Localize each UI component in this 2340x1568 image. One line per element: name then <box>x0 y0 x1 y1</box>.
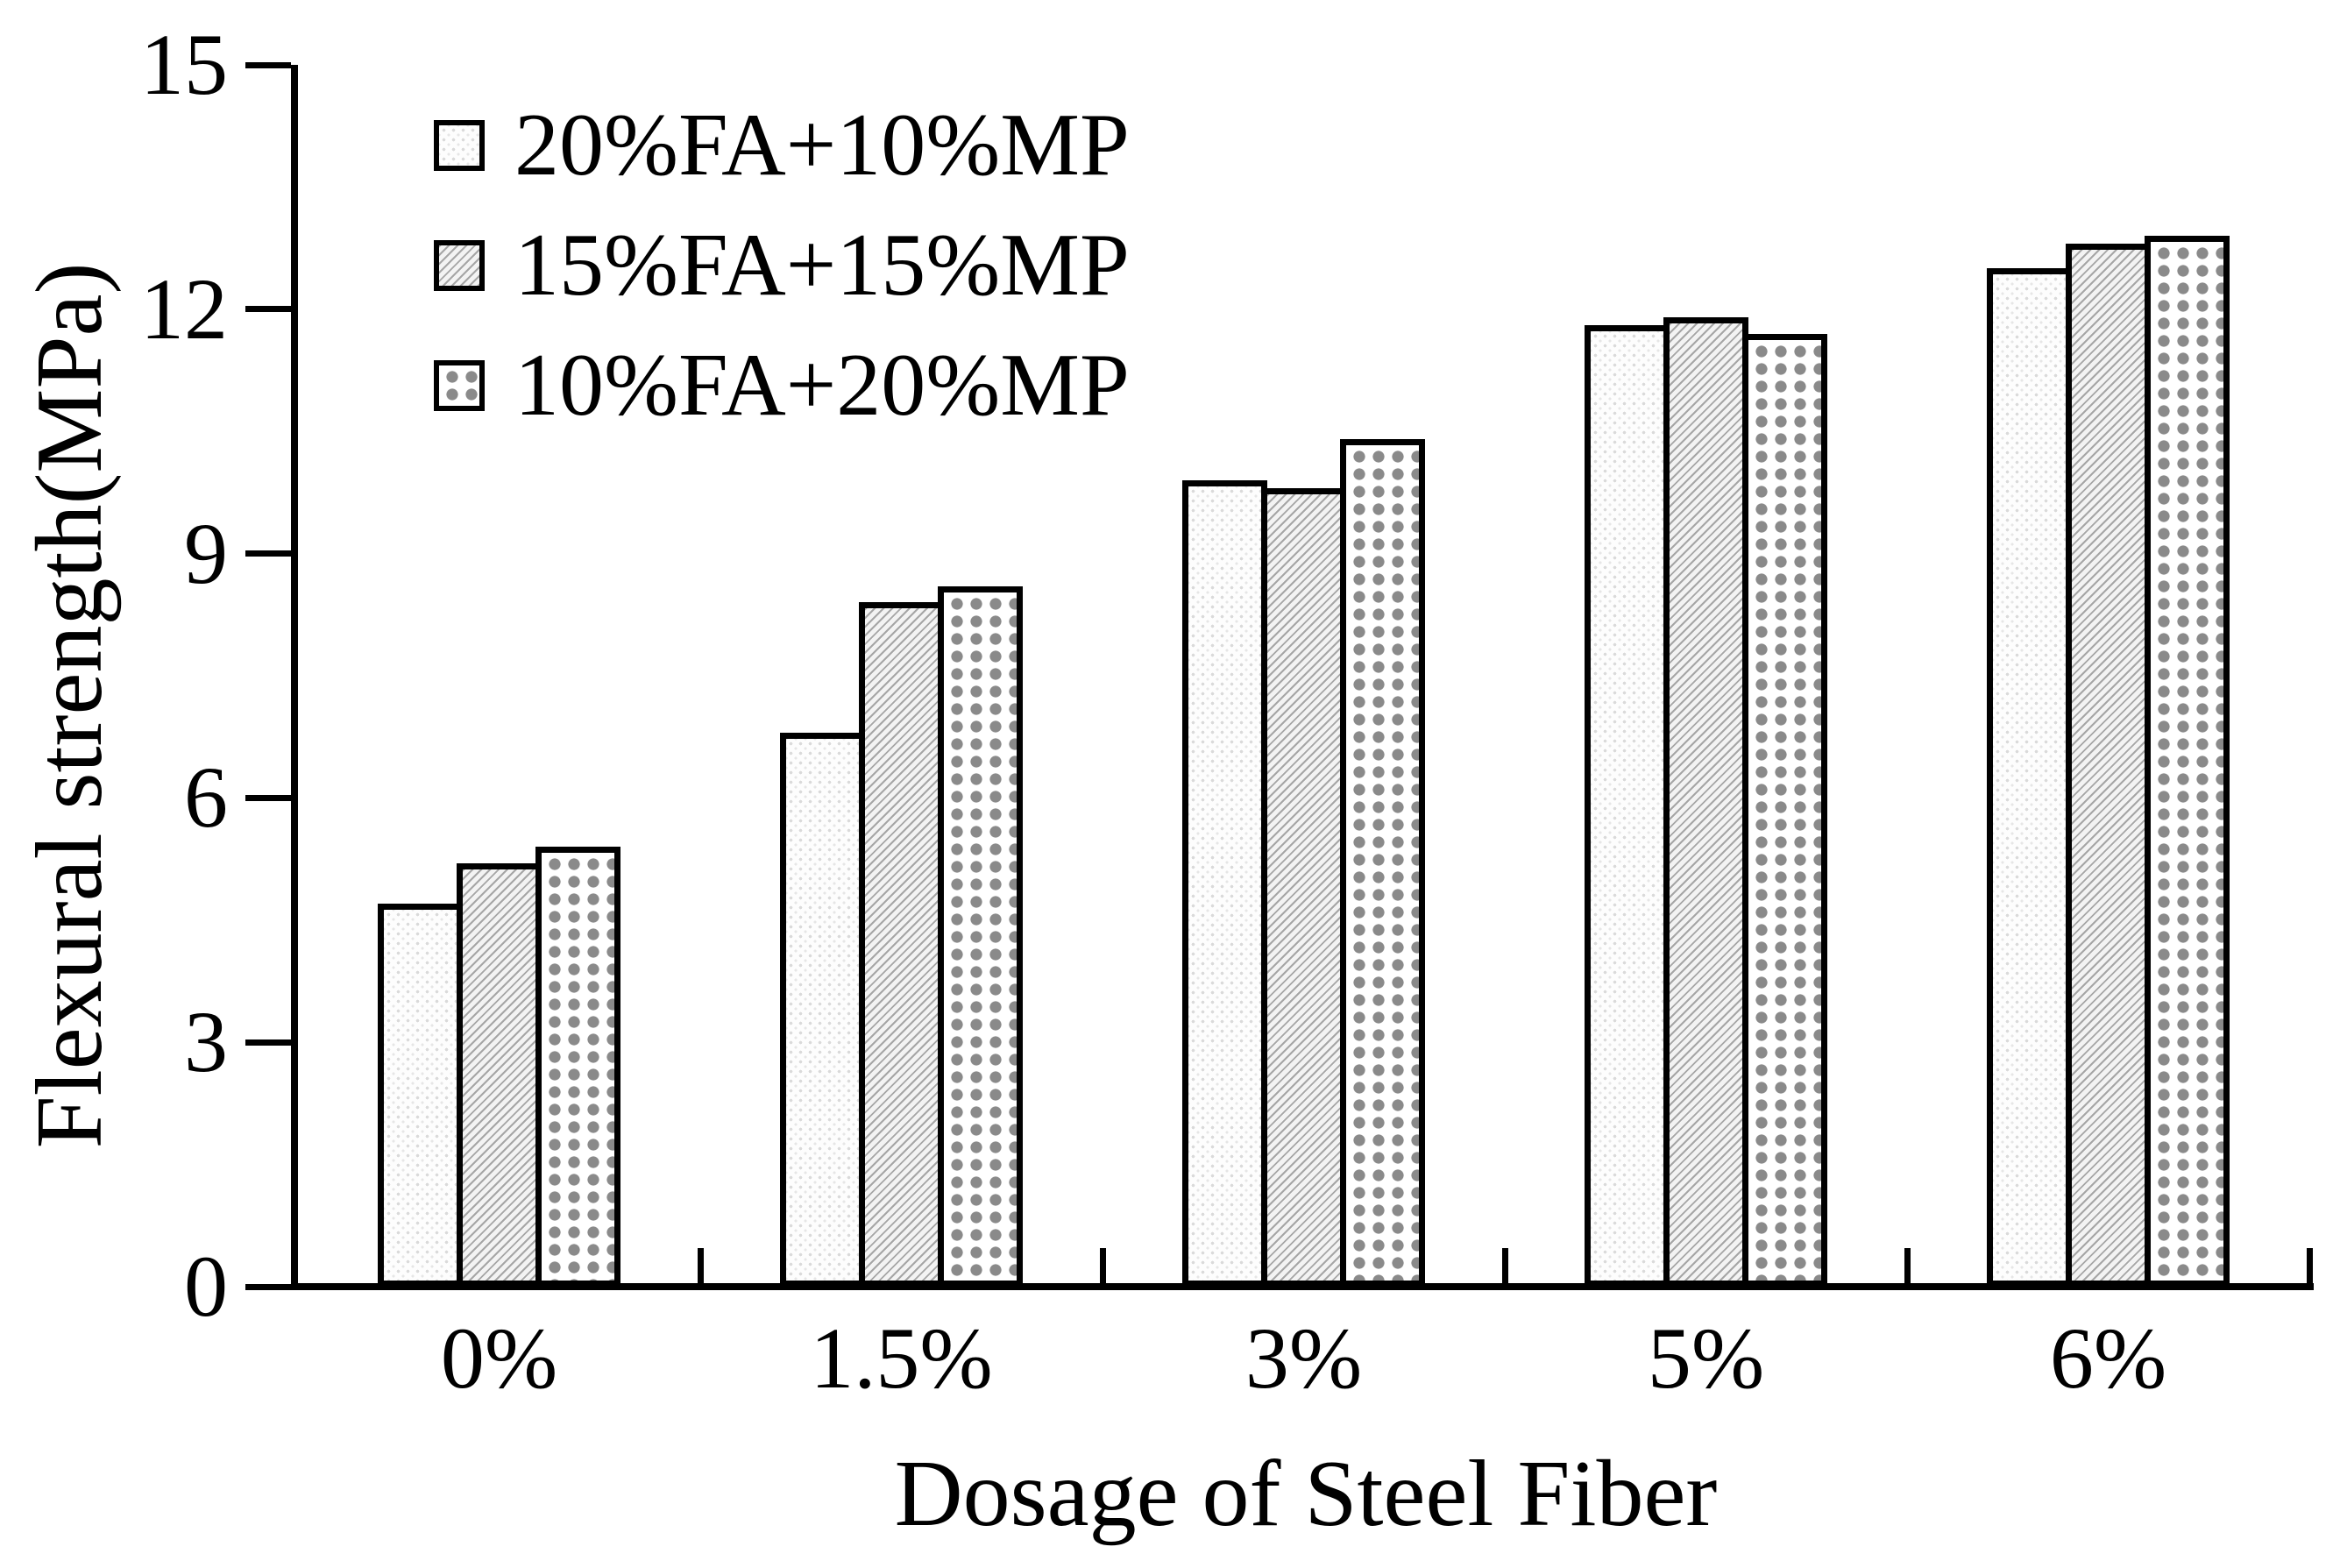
legend-swatch-series3 <box>434 360 485 411</box>
y-axis-line <box>291 65 298 1290</box>
bar-series1-6% <box>1987 268 2072 1287</box>
y-tick-label: 9 <box>184 504 228 602</box>
y-tick-label: 12 <box>140 259 228 358</box>
bar-series1-0% <box>378 904 463 1287</box>
bar-series2-5% <box>1663 317 1748 1287</box>
x-tick-label: 6% <box>2049 1309 2167 1407</box>
x-axis-tick <box>2306 1248 2313 1283</box>
legend-swatch-series1 <box>434 120 485 171</box>
bar-series1-3% <box>1182 480 1267 1287</box>
x-axis-tick <box>1501 1248 1508 1283</box>
y-tick-label: 3 <box>184 993 228 1091</box>
x-tick-label: 3% <box>1244 1309 1363 1407</box>
y-axis-tick <box>245 1283 291 1290</box>
bar-series3-1.5% <box>938 586 1023 1287</box>
x-tick-label: 1.5% <box>810 1309 993 1407</box>
bar-series3-5% <box>1742 334 1827 1287</box>
bar-series2-3% <box>1261 488 1346 1287</box>
bar-series2-1.5% <box>859 602 944 1287</box>
legend-swatch-series2 <box>434 240 485 291</box>
y-tick-label: 6 <box>184 749 228 847</box>
bar-series1-1.5% <box>780 733 865 1287</box>
y-tick-label: 0 <box>184 1238 228 1335</box>
bar-series3-0% <box>535 847 620 1287</box>
legend-label: 20%FA+10%MP <box>514 96 1130 195</box>
legend-label: 15%FA+15%MP <box>514 216 1130 315</box>
y-tick-label: 15 <box>140 16 228 113</box>
x-axis-line <box>291 1283 2314 1290</box>
y-axis-tick <box>245 794 291 801</box>
x-axis-title: Dosage of Steel Fiber <box>894 1442 1718 1546</box>
x-tick-label: 5% <box>1647 1309 1765 1407</box>
bar-series2-6% <box>2066 244 2151 1287</box>
x-axis-tick <box>1904 1248 1911 1283</box>
x-axis-tick <box>697 1248 704 1283</box>
y-axis-tick <box>245 306 291 313</box>
bar-series2-0% <box>457 863 542 1287</box>
bar-series3-3% <box>1340 439 1425 1287</box>
y-axis-tick <box>245 1039 291 1046</box>
legend-label: 10%FA+20%MP <box>514 336 1130 435</box>
x-tick-label: 0% <box>440 1309 558 1407</box>
bar-series3-6% <box>2145 236 2230 1287</box>
y-axis-title: Flexural strength(MPa) <box>18 262 122 1149</box>
y-axis-tick <box>245 61 291 68</box>
bar-series1-5% <box>1585 325 1670 1287</box>
x-axis-tick <box>1099 1248 1106 1283</box>
y-axis-tick <box>245 550 291 557</box>
